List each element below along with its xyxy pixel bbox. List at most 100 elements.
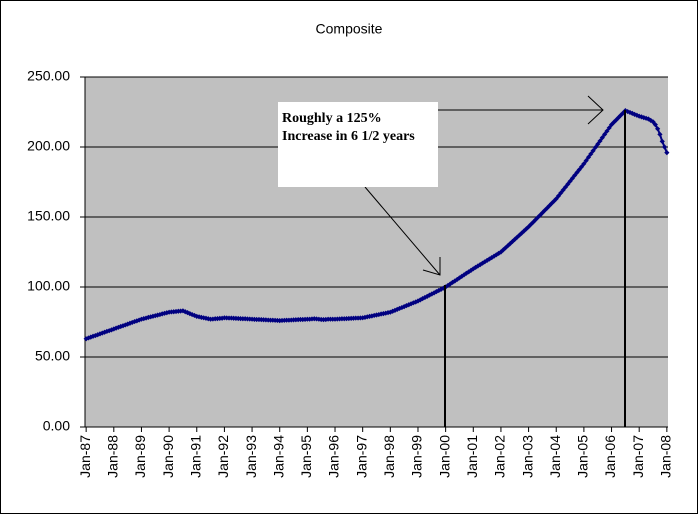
x-tick-label: Jan-94	[270, 435, 286, 478]
data-point	[528, 221, 534, 228]
data-point	[118, 323, 124, 330]
x-tick-label: Jan-98	[381, 435, 397, 478]
data-point	[606, 125, 612, 131]
x-tick-label: Jan-08	[658, 435, 674, 478]
data-point	[611, 119, 617, 125]
data-point	[187, 311, 193, 317]
annotation-shapes	[278, 95, 626, 427]
x-tick-label: Jan-03	[519, 435, 535, 478]
y-tick-label: 250.00	[27, 68, 70, 84]
y-tick-label: 0.00	[43, 418, 70, 434]
data-point	[498, 249, 504, 255]
data-point	[127, 320, 133, 326]
data-point	[645, 116, 652, 122]
data-point	[396, 305, 403, 312]
data-point	[634, 112, 640, 118]
data-point	[661, 144, 668, 150]
data-point	[201, 315, 207, 321]
x-tick-label: Jan-96	[326, 435, 342, 478]
chart-title: Composite	[316, 21, 383, 37]
x-tick-label: Jan-97	[353, 435, 369, 478]
x-tick-label: Jan-04	[547, 435, 563, 478]
data-point	[558, 190, 564, 196]
data-point	[507, 241, 513, 247]
y-tick-label: 200.00	[27, 138, 70, 154]
data-point	[590, 148, 596, 154]
grid: 0.00 50.00 100.00 150.00 200.00 250.00 Jan-87 J…	[27, 68, 673, 478]
data-point	[489, 255, 495, 261]
data-point	[408, 301, 414, 307]
data-point	[477, 262, 483, 268]
data-point	[551, 198, 557, 204]
x-tick-label: Jan-93	[243, 435, 259, 478]
data-point	[519, 230, 525, 236]
data-point	[101, 329, 108, 335]
data-point	[583, 157, 589, 164]
y-tick-label: 100.00	[27, 278, 70, 294]
x-tick-label: Jan-95	[298, 435, 314, 478]
data-point	[629, 110, 635, 116]
data-point	[456, 275, 463, 281]
data-point	[659, 138, 665, 144]
data-point	[562, 184, 569, 190]
x-tick-label: Jan-02	[492, 435, 508, 478]
x-tick-label: Jan-88	[105, 435, 121, 478]
data-point	[154, 312, 161, 318]
data-point	[472, 264, 479, 270]
x-tick-label: Jan-90	[160, 435, 176, 478]
data-point	[627, 109, 633, 116]
x-tick-label: Jan-99	[409, 435, 425, 478]
data-point	[387, 309, 393, 315]
data-point	[491, 253, 497, 259]
data-point	[608, 122, 615, 128]
x-tick-label: Jan-06	[602, 435, 618, 478]
data-point	[189, 311, 195, 318]
data-point	[129, 319, 135, 326]
data-point	[366, 313, 373, 319]
x-tick-label: Jan-87	[77, 435, 93, 478]
annotation-text: Roughly a 125%	[282, 111, 382, 126]
series	[83, 108, 670, 342]
data-point	[599, 135, 605, 141]
data-point	[108, 327, 115, 333]
data-point	[164, 310, 170, 316]
x-tick-label: Jan-00	[436, 435, 452, 478]
data-point	[597, 138, 603, 144]
x-tick-label: Jan-92	[215, 435, 231, 478]
data-point	[539, 210, 546, 216]
data-point	[203, 315, 209, 321]
data-point	[85, 335, 92, 341]
data-point	[650, 119, 656, 125]
data-point	[567, 178, 573, 184]
data-point	[655, 126, 661, 132]
data-point	[182, 309, 188, 315]
data-point	[618, 112, 624, 118]
data-point	[588, 151, 594, 157]
data-point	[664, 150, 670, 156]
data-point	[194, 313, 200, 319]
data-point	[565, 181, 571, 187]
arrow-head	[422, 257, 441, 276]
data-point	[555, 193, 562, 199]
data-point	[90, 333, 96, 339]
data-point	[523, 226, 529, 232]
data-point	[560, 187, 566, 193]
data-point	[138, 316, 145, 322]
data-point	[380, 311, 387, 317]
data-point	[553, 196, 559, 202]
data-point	[482, 259, 488, 265]
data-point	[578, 164, 585, 170]
data-point	[136, 317, 142, 323]
data-point	[401, 304, 407, 310]
data-point	[468, 267, 474, 273]
annotation-box	[278, 102, 438, 187]
data-point	[569, 175, 575, 181]
data-point	[602, 131, 608, 137]
data-point	[641, 115, 647, 121]
data-point	[625, 108, 631, 115]
data-point	[657, 131, 663, 137]
x-tick-label: Jan-05	[575, 435, 591, 478]
data-point	[452, 278, 458, 284]
data-point	[97, 331, 103, 337]
